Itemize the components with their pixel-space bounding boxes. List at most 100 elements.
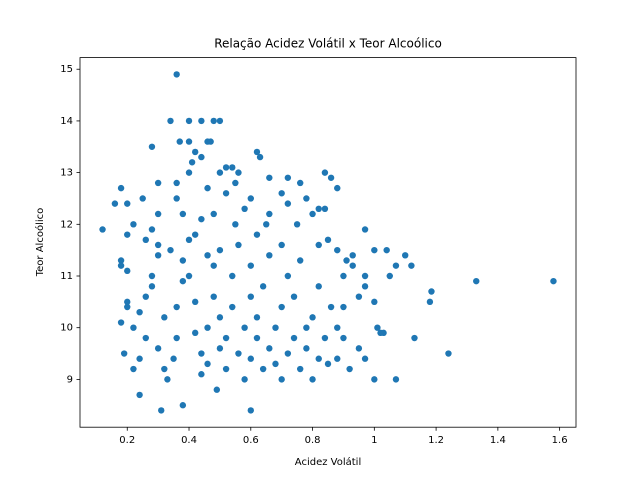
point [213,386,221,393]
x-tick-label: 1.4 [490,435,506,446]
point [117,319,125,326]
point [124,200,131,207]
y-tick-label: 13 [60,168,73,179]
point [99,226,106,233]
point [198,215,205,223]
point [303,324,310,331]
point [315,283,322,290]
y-tick-label: 12 [60,219,73,230]
point [222,164,230,171]
x-tick-label: 1.6 [552,435,568,446]
point [216,117,224,125]
point [222,334,230,342]
point [198,371,205,378]
point [207,138,214,145]
point [284,272,292,280]
point [334,324,341,331]
point [309,376,316,383]
point [179,257,187,264]
point [349,262,356,269]
point [315,241,322,249]
point [167,246,174,254]
point [361,283,369,290]
point [349,252,356,259]
point [371,246,378,254]
point [346,365,353,373]
x-tick-label: 1.2 [428,435,444,446]
point [241,376,248,383]
point [154,179,162,187]
point [198,117,205,125]
point [445,350,452,357]
point [321,169,329,176]
point [204,184,211,192]
x-axis-label: Acidez Volátil [295,456,361,468]
point [284,174,292,181]
point [229,303,236,311]
point [327,303,335,311]
point [411,334,418,342]
point [222,190,230,197]
point [386,272,393,280]
point [216,169,224,176]
point [315,355,322,362]
point [235,350,242,357]
point [303,195,310,202]
point [247,355,254,362]
point [256,153,264,161]
point [266,174,273,181]
point [284,350,292,357]
point [117,257,125,264]
x-tick-label: 0.4 [181,435,197,446]
point [222,365,230,373]
point [355,345,363,352]
point [173,71,180,78]
point [191,148,199,156]
point [235,241,242,249]
point [297,257,304,264]
point [198,153,205,161]
point [185,272,193,280]
point [253,314,261,321]
point [428,288,435,295]
point [334,184,341,192]
point [188,159,196,166]
point [164,376,171,383]
point [247,407,254,414]
point [124,303,131,311]
point [297,179,304,187]
point [173,334,180,342]
point [303,345,310,352]
point [136,391,143,399]
point [216,314,224,321]
point [173,303,180,311]
y-axis-label: Teor Alcoólico [34,208,46,278]
point [290,293,298,300]
point [148,143,156,150]
point [253,148,261,156]
point [117,184,125,192]
point [340,303,347,311]
point [204,252,211,259]
point [191,329,199,337]
point [117,262,125,269]
point [179,277,187,285]
point [130,221,137,228]
point [232,221,239,228]
point [361,355,369,362]
y-tick-label: 15 [60,64,73,75]
point [161,314,168,321]
point [170,355,177,362]
point [139,195,146,202]
point [210,117,217,125]
point [278,376,285,383]
point [334,355,341,362]
chart-title: Relação Acidez Volátil x Teor Alcoólico [214,37,442,51]
point [154,345,162,352]
point [247,293,254,300]
point [309,210,316,218]
point [266,252,273,259]
point [124,267,131,275]
